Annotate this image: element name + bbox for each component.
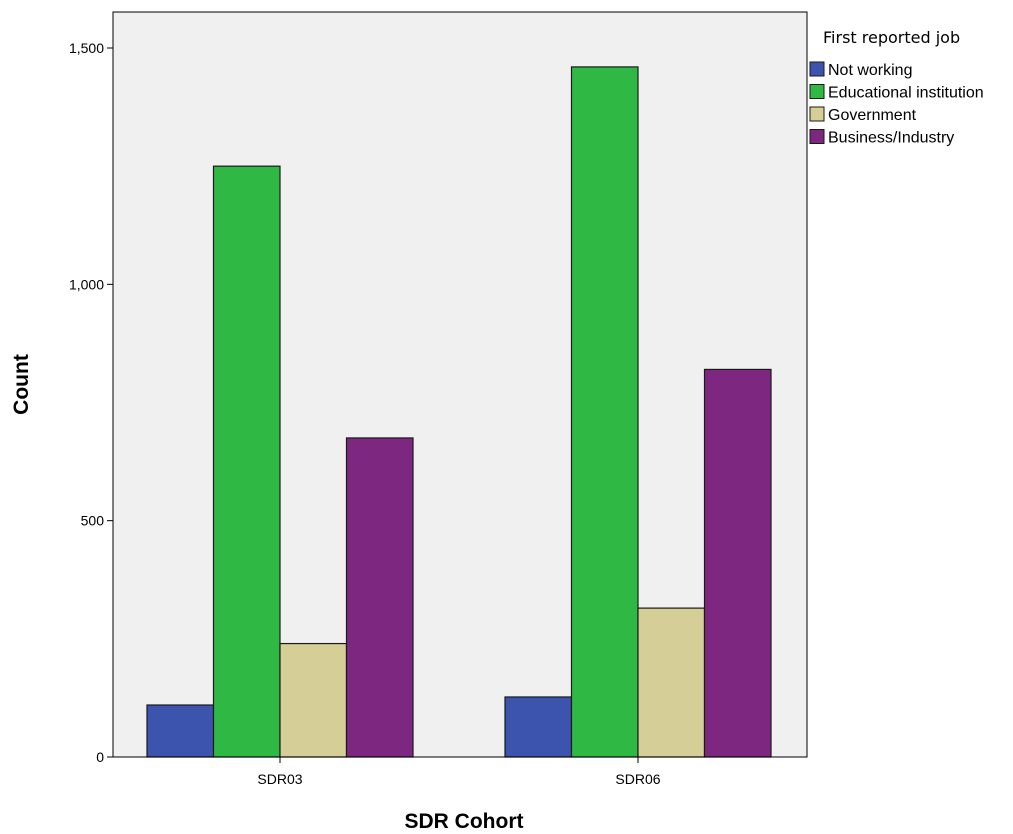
bar-sdr06-not-working [504,696,573,758]
bar-sdr06-educational-institution [570,66,639,758]
legend: First reported job Not working Educationa… [809,28,984,147]
legend-swatch [809,129,825,144]
bar-sdr03-educational-institution [212,165,281,758]
x-axis-title: SDR Cohort [405,810,524,833]
y-tick-label: 1,500 [69,40,104,56]
legend-swatch [809,84,825,99]
legend-label: Educational institution [828,85,984,102]
bar-sdr06-government [637,607,706,758]
legend-title: First reported job [823,28,960,47]
bar-sdr03-business-industry [345,437,414,758]
bar-sdr06-business-industry [703,368,772,758]
legend-label: Business/Industry [828,130,954,147]
legend-label: Not working [828,62,912,79]
x-tick-label: SDR03 [257,771,302,787]
bar-sdr03-not-working [146,704,215,758]
y-tick-label: 0 [96,749,104,765]
bar-sdr03-government [279,642,348,758]
y-axis-title: Count [10,354,33,415]
legend-swatch [809,61,825,77]
y-axis-ticks: 0 500 1,000 1,500 [69,40,113,765]
legend-label: Government [828,107,917,124]
legend-swatch [809,106,825,122]
y-tick-label: 500 [81,513,105,529]
x-axis-ticks: SDR03 SDR06 [257,757,661,787]
y-tick-label: 1,000 [69,276,104,292]
x-tick-label: SDR06 [615,771,660,787]
bars-group [146,66,772,758]
